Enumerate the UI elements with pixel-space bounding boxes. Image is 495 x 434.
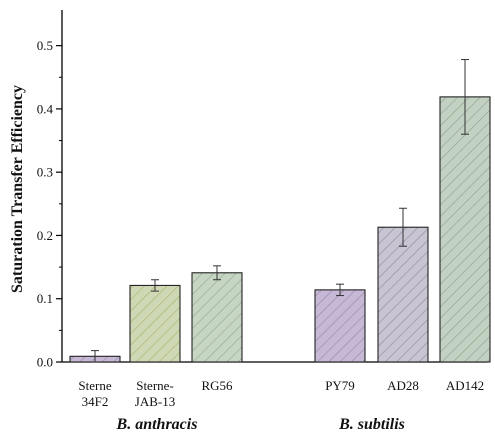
category-label: RG56 [201,378,233,393]
bar [314,289,366,363]
bar [191,272,243,363]
category-label: AD28 [387,378,419,393]
group-label: B. anthracis [116,416,198,433]
bar [439,96,491,363]
y-tick-label: 0.3 [37,165,53,180]
category-label: Sterne- [136,378,174,393]
bar [129,284,181,363]
category-label: JAB-13 [135,394,175,409]
category-label: 34F2 [82,394,109,409]
bar-series [69,59,491,363]
y-tick-label: 0.0 [37,355,53,370]
bar [377,226,429,363]
category-label: AD142 [446,378,484,393]
group-label: B. subtilis [338,416,405,433]
chart-labels: Saturation Transfer Efficiency Sterne34F2… [9,85,484,433]
y-tick-label: 0.1 [37,291,53,306]
y-tick-label: 0.2 [37,228,53,243]
y-axis-title: Saturation Transfer Efficiency [9,85,26,293]
y-tick-label: 0.4 [37,101,54,116]
category-label: PY79 [325,378,355,393]
y-tick-label: 0.5 [37,38,53,53]
category-label: Sterne [78,378,111,393]
